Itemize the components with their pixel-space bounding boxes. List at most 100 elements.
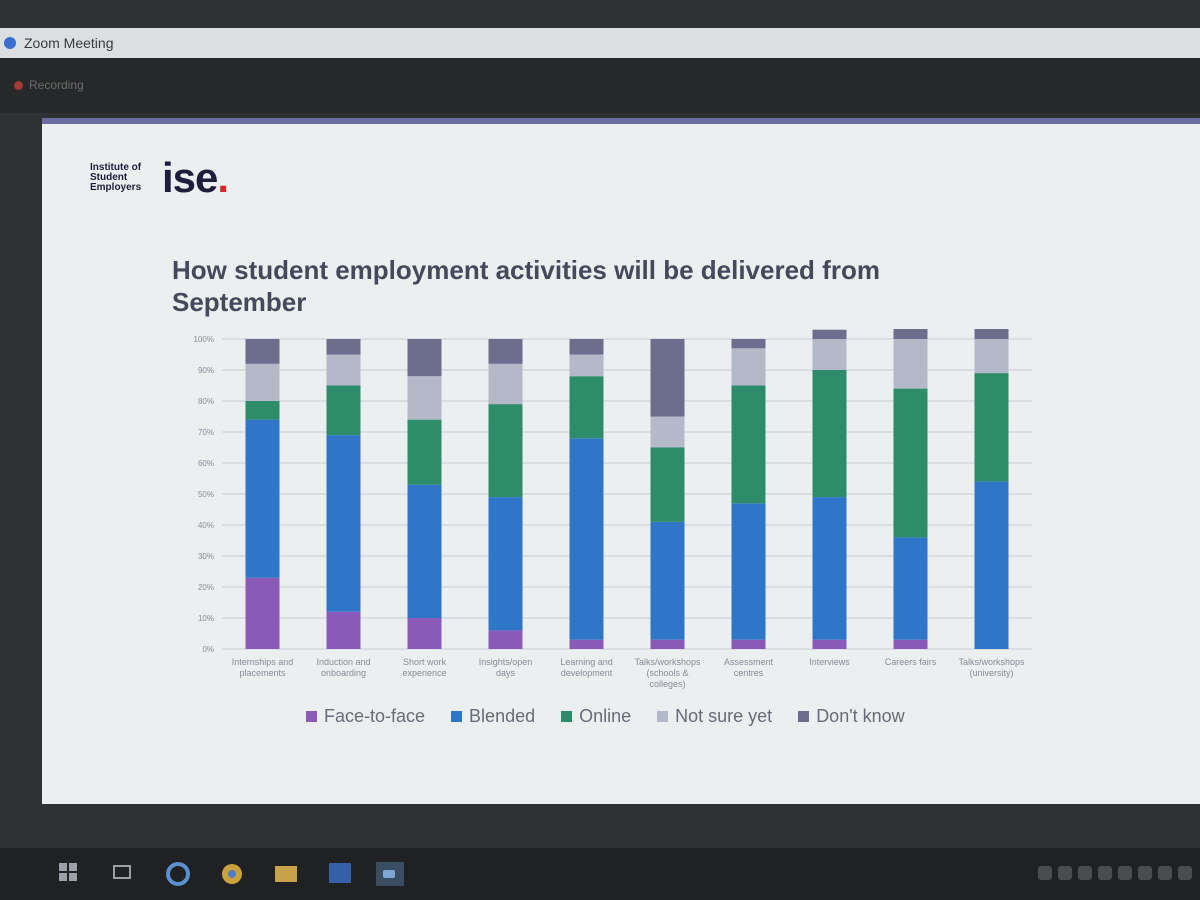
bar-segment <box>650 447 685 522</box>
bar-segment <box>326 354 361 386</box>
x-category-label: Learning and development <box>560 657 613 678</box>
stacked-bar-chart: 0% 10% 20% 30% 40% 50% 60% 70% 80% 90% 100% Interns… <box>194 329 1032 689</box>
bar-segment <box>245 339 280 364</box>
bar-segment <box>488 404 523 498</box>
word-icon[interactable] <box>328 862 352 884</box>
legend-item: Face-to-face <box>306 706 425 727</box>
bar-segment <box>893 388 928 538</box>
bar-segment <box>650 416 685 448</box>
tray-icon[interactable] <box>1058 866 1072 880</box>
bar-segment <box>569 639 604 649</box>
zoom-app-icon[interactable] <box>376 862 404 886</box>
logo-org-line: Student <box>90 172 128 183</box>
ise-logo: Institute of Student Employers ise. <box>90 157 229 199</box>
x-category-label: Talks/workshops (university) <box>958 657 1025 678</box>
bar-segment <box>245 401 280 420</box>
bar-segment <box>731 348 766 386</box>
window-title: Zoom Meeting <box>24 35 114 51</box>
bar-segment <box>326 435 361 612</box>
bar-segment <box>893 329 928 339</box>
legend-item: Not sure yet <box>657 706 772 727</box>
y-tick-label: 50% <box>198 490 214 499</box>
bar-segment <box>488 630 523 649</box>
window-titlebar: Zoom Meeting <box>0 28 1200 58</box>
legend-label: Online <box>579 706 632 726</box>
y-tick-label: 80% <box>198 397 214 406</box>
y-tick-label: 100% <box>194 335 214 344</box>
bar-segment <box>326 385 361 436</box>
bar-segment <box>569 354 604 377</box>
logo-mark-dot: . <box>217 154 229 201</box>
bar-segment <box>974 373 1009 482</box>
bar-segment <box>488 339 523 364</box>
bar-segment <box>893 537 928 640</box>
bar-segment <box>974 339 1009 374</box>
chrome-icon[interactable] <box>220 862 244 886</box>
tray-icon[interactable] <box>1118 866 1132 880</box>
bar-segment <box>569 438 604 640</box>
x-category-label: Careers fairs <box>885 657 937 667</box>
windows-start-icon[interactable] <box>58 862 78 882</box>
y-tick-label: 40% <box>198 521 214 530</box>
bar-segment <box>650 521 685 640</box>
bar-segment <box>650 339 685 417</box>
bar-segment <box>569 339 604 355</box>
tray-icon[interactable] <box>1078 866 1092 880</box>
bar-segment <box>488 363 523 405</box>
logo-mark-text: ise <box>162 154 218 201</box>
bar-segment <box>731 639 766 649</box>
slide-title: How student employment activities will b… <box>172 255 880 317</box>
bar-segment <box>245 363 280 401</box>
tray-icon[interactable] <box>1038 866 1052 880</box>
tray-icon[interactable] <box>1098 866 1112 880</box>
recording-bar: Recording <box>0 58 1200 113</box>
bar-segment <box>245 419 280 578</box>
y-tick-label: 0% <box>202 645 214 654</box>
x-category-label: Insights/open days <box>479 657 533 678</box>
task-view-icon[interactable] <box>112 862 132 882</box>
record-dot-icon <box>14 80 23 90</box>
legend-swatch <box>306 711 317 722</box>
y-tick-label: 20% <box>198 583 214 592</box>
logo-org-line: Employers <box>90 182 142 193</box>
bar-segment <box>893 639 928 649</box>
bar-segment <box>893 339 928 389</box>
tray-icon[interactable] <box>1158 866 1172 880</box>
bar-segment <box>407 376 442 420</box>
tray-icon[interactable] <box>1178 866 1192 880</box>
taskbar <box>0 848 1200 900</box>
bar-segment <box>731 339 766 349</box>
legend-label: Not sure yet <box>675 706 773 726</box>
legend-item: Online <box>561 706 631 727</box>
x-category-label: Internships and placements <box>232 657 294 678</box>
bar-segment <box>812 639 847 649</box>
bar-segment <box>407 484 442 618</box>
bar-segment <box>569 376 604 439</box>
legend-label: Don't know <box>816 706 905 726</box>
legend-swatch <box>451 711 463 722</box>
logo-org-line: Institute of <box>90 162 142 173</box>
legend-label: Blended <box>469 706 536 726</box>
bar-segment <box>731 503 766 640</box>
bar-segment <box>407 419 442 485</box>
logo-mark: ise. <box>162 157 229 199</box>
bar-segment <box>812 370 847 498</box>
edge-browser-icon[interactable] <box>166 862 190 886</box>
x-category-label: Short work experience <box>402 657 446 678</box>
system-tray <box>1038 866 1192 880</box>
y-tick-label: 30% <box>198 552 214 561</box>
y-tick-label: 60% <box>198 459 214 468</box>
legend-swatch <box>561 711 573 722</box>
chart-legend: Face-to-face Blended Online Not sure yet Don… <box>306 706 905 727</box>
legend-label: Face-to-face <box>324 706 426 726</box>
x-category-label: Interviews <box>809 657 850 667</box>
tray-icon[interactable] <box>1138 866 1152 880</box>
bar-segment <box>407 618 442 649</box>
shared-slide: Institute of Student Employers ise. How … <box>42 118 1200 804</box>
recording-indicator[interactable]: Recording <box>14 78 84 92</box>
y-tick-label: 10% <box>198 614 214 623</box>
bar-segment <box>812 497 847 640</box>
bar-segment <box>326 611 361 649</box>
bar-segment <box>812 329 847 339</box>
file-explorer-icon[interactable] <box>274 862 298 884</box>
